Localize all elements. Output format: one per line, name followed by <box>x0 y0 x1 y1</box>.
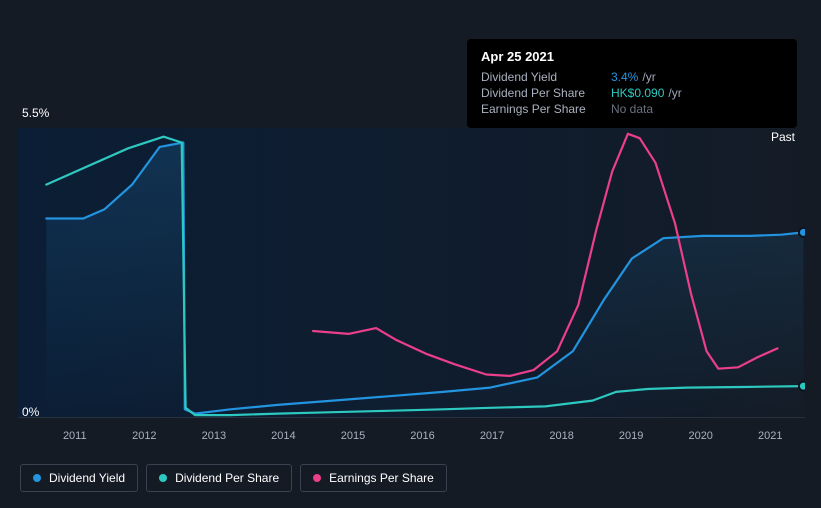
y-axis-label: 5.5% <box>22 106 49 120</box>
tooltip-unit: /yr <box>642 70 655 84</box>
x-axis-label: 2016 <box>388 430 458 442</box>
chart-plot[interactable] <box>18 128 805 418</box>
x-axis-label: 2017 <box>457 430 527 442</box>
tooltip-date: Apr 25 2021 <box>481 49 783 64</box>
tooltip-row: Earnings Per ShareNo data <box>481 102 783 116</box>
x-axis: 2011201220132014201520162017201820192020… <box>40 430 805 442</box>
legend-label: Dividend Yield <box>49 471 125 485</box>
x-axis-label: 2019 <box>596 430 666 442</box>
tooltip: Apr 25 2021 Dividend Yield3.4%/yrDividen… <box>467 39 797 128</box>
series-end-dot <box>799 382 805 391</box>
tooltip-unit: /yr <box>668 86 681 100</box>
x-axis-label: 2013 <box>179 430 249 442</box>
legend-dot-icon <box>159 474 167 482</box>
x-axis-label: 2012 <box>110 430 180 442</box>
y-axis-label: 0% <box>22 405 39 419</box>
tooltip-value: 3.4% <box>611 70 638 84</box>
tooltip-row: Dividend Yield3.4% /yr <box>481 70 783 84</box>
tooltip-value: HK$0.090 <box>611 86 664 100</box>
x-axis-label: 2020 <box>666 430 736 442</box>
past-label: Past <box>771 130 795 144</box>
tooltip-value: No data <box>611 102 653 116</box>
legend-dot-icon <box>313 474 321 482</box>
x-axis-label: 2021 <box>735 430 805 442</box>
legend-label: Dividend Per Share <box>175 471 279 485</box>
legend-item[interactable]: Dividend Per Share <box>146 464 292 492</box>
x-axis-label: 2015 <box>318 430 388 442</box>
chart-container: Apr 25 2021 Dividend Yield3.4%/yrDividen… <box>0 0 821 508</box>
series-end-dot <box>799 228 805 237</box>
tooltip-label: Earnings Per Share <box>481 102 611 116</box>
legend: Dividend Yield Dividend Per Share Earnings… <box>20 464 447 492</box>
x-axis-label: 2014 <box>249 430 319 442</box>
x-axis-label: 2018 <box>527 430 597 442</box>
x-axis-label: 2011 <box>40 430 110 442</box>
legend-item[interactable]: Dividend Yield <box>20 464 138 492</box>
tooltip-label: Dividend Per Share <box>481 86 611 100</box>
tooltip-label: Dividend Yield <box>481 70 611 84</box>
legend-dot-icon <box>33 474 41 482</box>
legend-item[interactable]: Earnings Per Share <box>300 464 447 492</box>
tooltip-row: Dividend Per ShareHK$0.090/yr <box>481 86 783 100</box>
legend-label: Earnings Per Share <box>329 471 434 485</box>
